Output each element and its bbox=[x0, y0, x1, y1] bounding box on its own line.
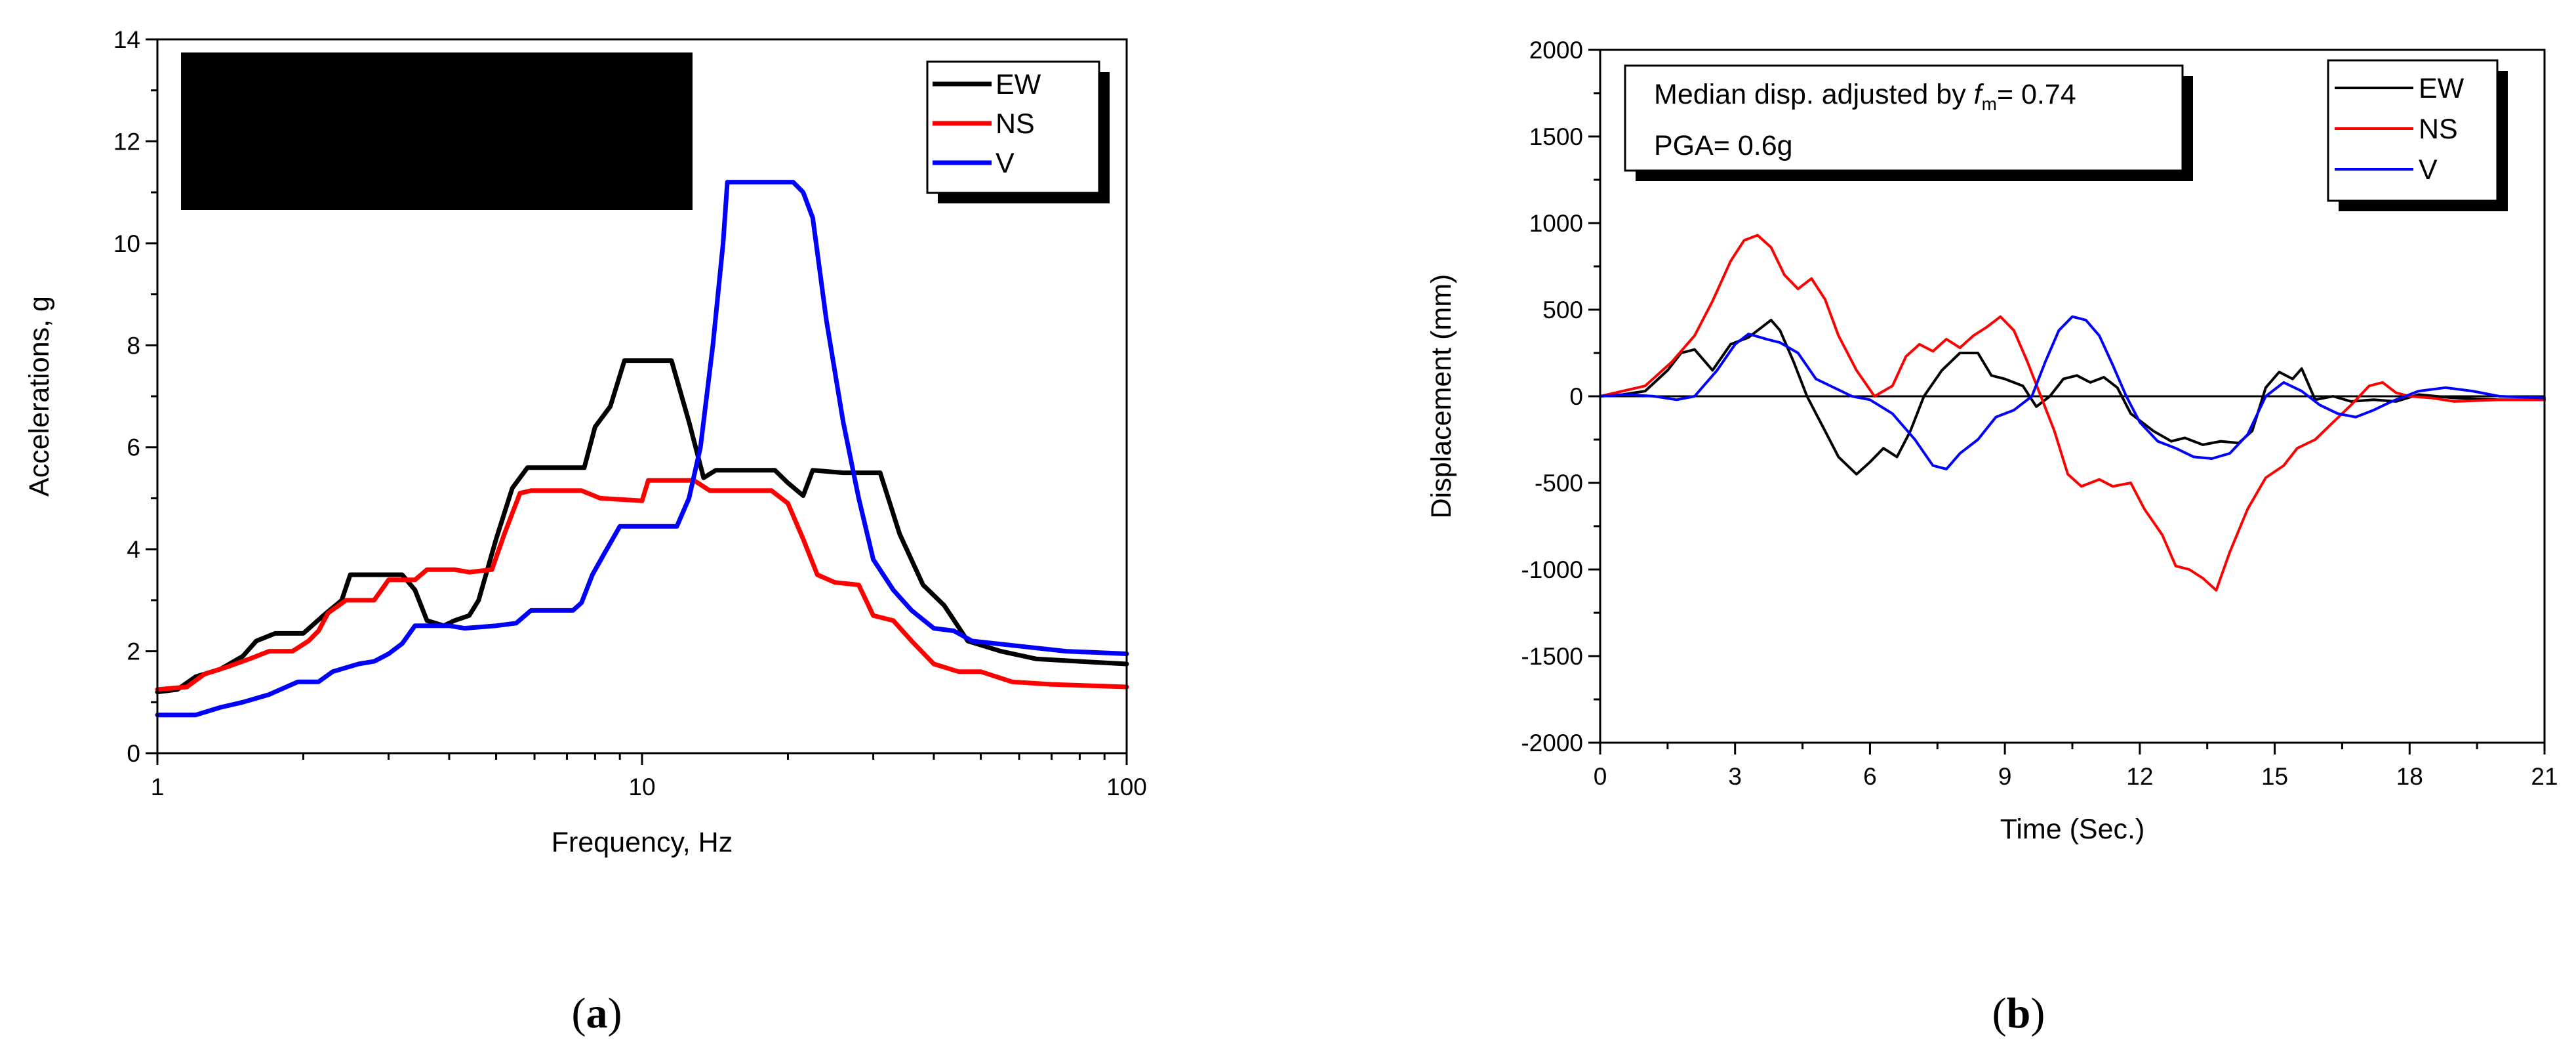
panel-a-chart: 0 2 4 6 8 10 12 14 1 10 100 Median FRS ajusted by … bbox=[24, 26, 1147, 1037]
x-tick-label: 0 bbox=[1594, 763, 1607, 790]
x-tick-label: 12 bbox=[2126, 763, 2153, 790]
panel-b-legend: EW NS V bbox=[2335, 73, 2465, 186]
x-tick-label: 3 bbox=[1728, 763, 1742, 790]
series-line-v bbox=[155, 180, 1129, 718]
panel-b-ticks: -2000 -1500 -1000 -500 0 500 1000 1500 2000 0 3 6 9 1… bbox=[1521, 37, 2558, 790]
panel-a-series-group bbox=[155, 180, 1129, 718]
x-tick-label: 21 bbox=[2531, 763, 2558, 790]
y-tick-label: -1000 bbox=[1521, 556, 1583, 583]
legend-label-ew: EW bbox=[2419, 73, 2465, 104]
panel-b-series-group bbox=[1599, 234, 2546, 592]
panel-a-annotation-shadow bbox=[181, 52, 693, 210]
series-line-ns bbox=[155, 478, 1129, 692]
x-tick-label: 6 bbox=[1863, 763, 1877, 790]
panel-b-x-axis-title: Time (Sec.) bbox=[2000, 814, 2145, 845]
y-tick-label: 1500 bbox=[1529, 123, 1583, 150]
panel-b-chart: -2000 -1500 -1000 -500 0 500 1000 1500 2000 0 3 6 9 1… bbox=[1426, 37, 2558, 1037]
panel-b-label: (b) bbox=[1992, 989, 2045, 1037]
legend-label-ns: NS bbox=[2419, 114, 2458, 145]
x-tick-label: 15 bbox=[2261, 763, 2288, 790]
panel-b-annotation-line1: Median disp. adjusted by fm= 0.74 bbox=[1654, 79, 2076, 114]
legend-label-v: V bbox=[996, 148, 1015, 179]
x-tick-label: 10 bbox=[628, 774, 655, 800]
y-tick-label: 6 bbox=[127, 434, 140, 461]
panel-a-annotation-line3: Damping= 5% bbox=[190, 164, 368, 196]
panel-a-label: (a) bbox=[572, 989, 622, 1037]
panel-b-annotation-box bbox=[1624, 64, 2184, 172]
x-tick-label: 1 bbox=[151, 774, 165, 800]
panel-b-legend-box bbox=[2327, 59, 2499, 202]
x-tick-label: 9 bbox=[1998, 763, 2012, 790]
x-tick-label: 100 bbox=[1106, 774, 1147, 800]
y-tick-label: -500 bbox=[1535, 470, 1583, 497]
panel-a-legend: EW NS V bbox=[933, 69, 1041, 179]
legend-label-v: V bbox=[2419, 154, 2438, 186]
panel-b-y-axis-title: Displacement (mm) bbox=[1426, 274, 1457, 519]
y-tick-label: 500 bbox=[1542, 297, 1583, 323]
panel-a-ticks: 0 2 4 6 8 10 12 14 1 10 100 bbox=[113, 26, 1147, 800]
legend-label-ew: EW bbox=[996, 69, 1041, 100]
y-tick-label: 12 bbox=[113, 128, 140, 155]
series-line-ew bbox=[155, 358, 1129, 695]
panel-a-x-axis-title: Frequency, Hz bbox=[552, 827, 733, 858]
x-tick-label: 18 bbox=[2396, 763, 2423, 790]
y-tick-label: -2000 bbox=[1521, 730, 1583, 756]
series-line-ew bbox=[1599, 318, 2546, 476]
y-tick-label: -1500 bbox=[1521, 643, 1583, 670]
panel-a-annotation: Median FRS ajusted by fm=0.74 PGA= 0.6g … bbox=[190, 67, 586, 196]
y-tick-label: 1000 bbox=[1529, 210, 1583, 237]
y-tick-label: 8 bbox=[127, 332, 140, 359]
y-tick-label: 14 bbox=[113, 26, 140, 53]
legend-label-ns: NS bbox=[996, 108, 1035, 140]
panel-a-annotation-line2: PGA= 0.6g bbox=[190, 123, 329, 155]
panel-a-annotation-line1: Median FRS ajusted by fm=0.74 bbox=[190, 67, 586, 102]
y-tick-label: 0 bbox=[1569, 383, 1583, 410]
series-line-ns bbox=[1599, 234, 2546, 592]
panel-b-annotation: Median disp. adjusted by fm= 0.74 PGA= 0… bbox=[1654, 79, 2076, 161]
series-line-v bbox=[1599, 315, 2546, 470]
y-tick-label: 0 bbox=[127, 740, 140, 767]
y-tick-label: 10 bbox=[113, 230, 140, 257]
y-tick-label: 2000 bbox=[1529, 37, 1583, 64]
y-tick-label: 2 bbox=[127, 638, 140, 665]
panel-b-annotation-line2: PGA= 0.6g bbox=[1654, 130, 1793, 161]
y-tick-label: 4 bbox=[127, 536, 140, 563]
panel-a-y-axis-title: Accelerations, g bbox=[24, 296, 55, 497]
